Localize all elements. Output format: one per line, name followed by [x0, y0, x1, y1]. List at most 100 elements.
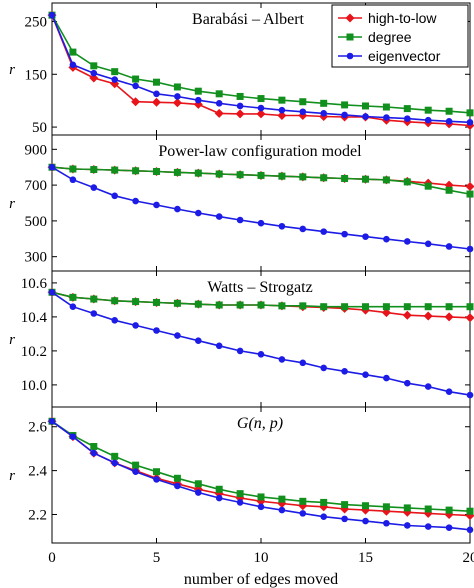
data-point — [424, 383, 432, 390]
data-point — [48, 417, 56, 425]
data-point — [215, 485, 223, 493]
data-point — [466, 109, 474, 117]
x-tick-label: 20 — [463, 550, 474, 566]
data-point — [445, 117, 453, 125]
data-point — [404, 522, 411, 529]
data-point — [153, 168, 160, 176]
data-point — [89, 73, 99, 83]
data-point — [402, 310, 412, 320]
data-point — [235, 109, 245, 119]
data-point — [236, 102, 244, 110]
data-point — [424, 303, 432, 311]
y-tick-label: 250 — [25, 14, 48, 30]
data-point — [362, 102, 369, 110]
y-tick-label: 500 — [25, 214, 48, 230]
y-tick-label: 2.2 — [28, 507, 47, 523]
y-axis-label: r — [9, 62, 15, 78]
data-point — [299, 225, 307, 233]
data-point — [236, 92, 244, 100]
x-tick-label: 5 — [153, 550, 161, 566]
data-point — [152, 97, 161, 107]
data-point — [215, 213, 223, 220]
data-point — [257, 503, 265, 511]
data-point — [424, 505, 432, 513]
data-point — [341, 368, 348, 375]
y-axis-label: r — [9, 468, 15, 484]
data-point — [444, 312, 454, 322]
data-point — [381, 308, 391, 318]
data-point — [195, 489, 202, 496]
data-point — [466, 303, 474, 311]
data-point — [445, 524, 453, 531]
data-point — [362, 175, 369, 183]
data-point — [257, 104, 265, 112]
data-point — [48, 11, 56, 19]
data-point — [195, 209, 202, 217]
data-point — [236, 499, 244, 506]
data-point — [465, 313, 474, 323]
data-point — [278, 302, 286, 310]
data-point — [445, 107, 453, 115]
panel-title: Watts – Strogatz — [207, 279, 312, 296]
data-point — [236, 171, 244, 179]
data-point — [445, 506, 453, 514]
data-point — [215, 90, 223, 98]
data-point — [153, 78, 160, 86]
x-tick-label: 10 — [254, 550, 269, 566]
data-point — [424, 106, 432, 114]
data-point — [382, 503, 390, 511]
data-point — [278, 506, 286, 514]
data-point — [174, 332, 181, 339]
y-tick-label: 300 — [25, 250, 48, 266]
data-point — [383, 519, 390, 527]
data-point — [320, 99, 328, 107]
data-point — [403, 504, 411, 512]
data-point — [382, 303, 390, 311]
data-point — [403, 303, 411, 311]
data-point — [153, 327, 160, 334]
data-point — [257, 95, 265, 103]
data-point — [320, 303, 328, 311]
data-point — [277, 110, 287, 120]
data-point — [362, 502, 369, 510]
data-point — [445, 243, 453, 250]
data-point — [465, 182, 474, 192]
data-point — [299, 98, 307, 106]
data-point — [341, 515, 348, 523]
data-point — [111, 76, 118, 83]
y-tick-label: 2.4 — [28, 464, 47, 480]
data-point — [424, 182, 432, 190]
data-point — [466, 119, 474, 126]
data-point — [215, 100, 223, 107]
data-point — [236, 347, 244, 355]
data-point — [278, 96, 286, 104]
data-point — [172, 98, 182, 108]
data-point — [236, 301, 244, 309]
data-point — [215, 170, 223, 178]
data-point — [194, 480, 202, 488]
data-point — [195, 96, 202, 104]
legend-marker — [346, 52, 354, 60]
data-point — [174, 93, 181, 100]
data-point — [194, 169, 202, 177]
y-tick-label: 10.2 — [21, 344, 47, 360]
data-point — [403, 178, 411, 186]
data-point — [320, 364, 328, 372]
data-point — [173, 299, 181, 307]
data-point — [69, 433, 77, 440]
panel-title: Barabási – Albert — [192, 11, 305, 28]
data-point — [466, 391, 474, 399]
data-point — [445, 186, 453, 194]
data-point — [90, 184, 98, 191]
legend-entry: eigenvector — [368, 48, 441, 64]
y-tick-label: 10.0 — [21, 378, 47, 394]
panel-title: Power-law configuration model — [158, 143, 362, 160]
data-point — [382, 103, 390, 111]
data-point — [111, 166, 119, 174]
data-point — [111, 317, 118, 324]
data-point — [90, 166, 98, 174]
data-point — [320, 174, 328, 182]
data-point — [173, 168, 181, 176]
legend-entry: high-to-low — [368, 10, 437, 26]
